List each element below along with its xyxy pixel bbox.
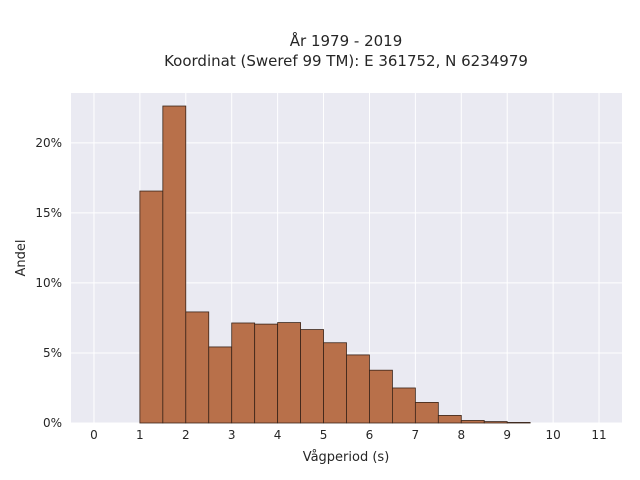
histogram-bar	[369, 369, 393, 424]
x-tick-label: 7	[412, 428, 420, 442]
histogram-bar	[483, 421, 508, 424]
histogram-bar	[231, 322, 256, 424]
x-tick-label: 0	[90, 428, 98, 442]
chart-title-line-2: Koordinat (Sweref 99 TM): E 361752, N 62…	[164, 52, 528, 70]
x-tick-label: 6	[366, 428, 374, 442]
histogram-bar	[437, 415, 462, 424]
x-tick-label: 5	[320, 428, 328, 442]
histogram-bar	[208, 346, 233, 424]
y-tick-label: 15%	[35, 206, 62, 220]
histogram-bar	[460, 420, 485, 424]
x-tick-label: 11	[591, 428, 606, 442]
histogram-bar	[162, 105, 187, 424]
y-tick-label: 0%	[43, 416, 62, 430]
histogram-bar	[414, 402, 439, 424]
histogram-bar	[392, 387, 416, 424]
x-tick-label: 2	[182, 428, 190, 442]
y-tick-label: 5%	[43, 346, 62, 360]
histogram-bar	[254, 323, 279, 424]
chart-title-line-1: År 1979 - 2019	[290, 31, 403, 50]
y-axis-label: Andel	[14, 240, 29, 277]
x-tick-label: 1	[136, 428, 144, 442]
x-tick-label: 9	[503, 428, 511, 442]
x-tick-label: 4	[274, 428, 282, 442]
x-tick-label: 8	[457, 428, 465, 442]
histogram-bar	[300, 329, 324, 424]
x-tick-label: 10	[545, 428, 560, 442]
x-axis-label: Vågperiod (s)	[303, 450, 390, 465]
histogram-bar	[506, 422, 531, 424]
histogram-bars	[139, 105, 531, 424]
x-axis-ticks: 0 1 2 3 4 5 6 7 8 9 10 11	[90, 428, 607, 442]
histogram-bar	[346, 354, 370, 424]
y-axis-ticks: 0% 5% 10% 15% 20%	[35, 136, 62, 430]
y-tick-label: 10%	[35, 276, 62, 290]
histogram-bar	[323, 342, 347, 424]
histogram-bar	[277, 322, 301, 424]
histogram-bar	[185, 311, 210, 424]
x-tick-label: 3	[228, 428, 236, 442]
histogram-bar	[139, 190, 164, 424]
y-tick-label: 20%	[35, 136, 62, 150]
